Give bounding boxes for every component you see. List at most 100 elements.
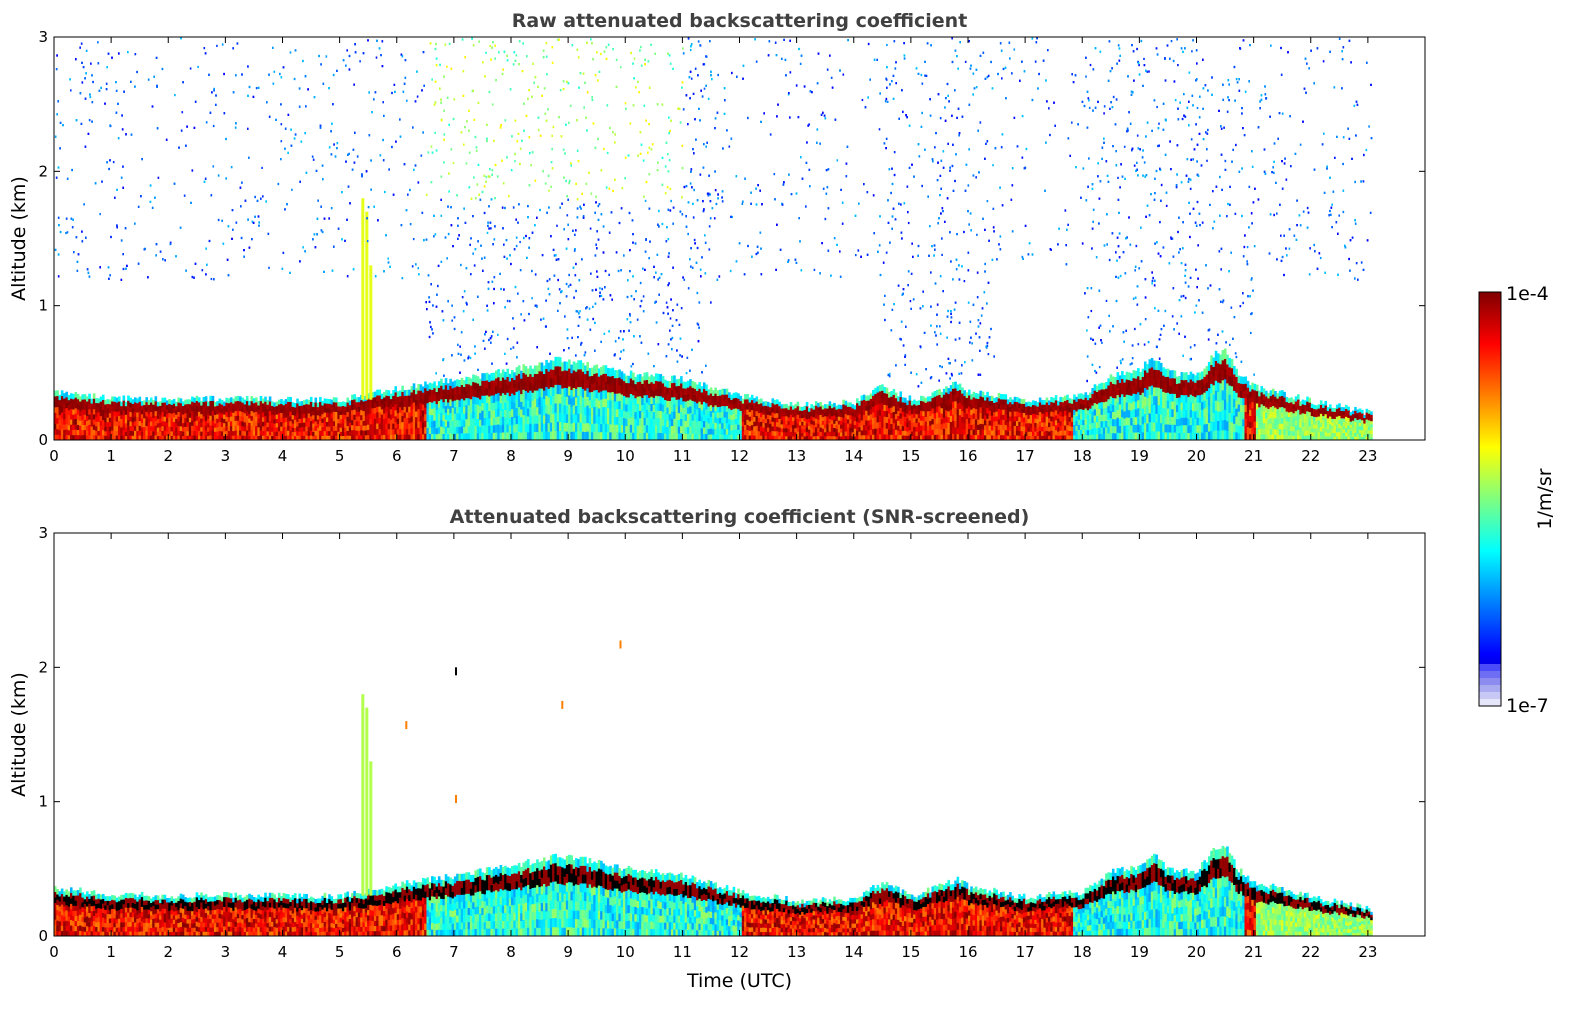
heatmap-cell <box>794 420 797 425</box>
heatmap-cell <box>282 435 286 440</box>
heatmap-cell <box>1105 407 1108 415</box>
heatmap-cell <box>277 404 281 409</box>
heatmap-cell <box>223 422 226 428</box>
heatmap-cell <box>881 402 884 410</box>
heatmap-cell <box>561 370 564 380</box>
heatmap-cell <box>275 414 279 419</box>
heatmap-cell <box>99 430 103 436</box>
heatmap-cell <box>526 432 530 440</box>
heatmap-cell <box>826 424 829 429</box>
heatmap-cell <box>780 436 784 440</box>
heatmap-cell <box>239 420 242 426</box>
heatmap-cell <box>618 424 621 433</box>
heatmap-cell <box>1063 395 1067 401</box>
heatmap-cell <box>684 407 688 415</box>
heatmap-cell <box>392 390 395 396</box>
heatmap-cell <box>1006 430 1010 436</box>
heatmap-cell <box>867 435 871 440</box>
heatmap-cell <box>936 417 939 424</box>
heatmap-cell <box>431 402 434 409</box>
heatmap-cell <box>746 419 749 425</box>
heatmap-cell <box>1235 376 1238 385</box>
heatmap-cell <box>140 427 144 432</box>
heatmap-cell <box>1038 402 1042 408</box>
heatmap-cell <box>1230 394 1234 405</box>
heatmap-cell <box>54 423 57 430</box>
heatmap-cell <box>1061 435 1065 440</box>
heatmap-cell <box>961 422 964 429</box>
heatmap-cell <box>712 417 715 424</box>
heatmap-cell <box>696 390 699 398</box>
heatmap-cell <box>1262 394 1266 401</box>
heatmap-cell <box>737 429 740 436</box>
heatmap-cell <box>184 422 187 427</box>
heatmap-cell <box>152 431 155 436</box>
heatmap-cell <box>686 380 690 388</box>
heatmap-cell <box>1185 432 1188 440</box>
heatmap-cell <box>680 383 683 391</box>
heatmap-cell <box>648 411 651 420</box>
heatmap-cell <box>1155 413 1158 423</box>
heatmap-cell <box>364 415 368 421</box>
heatmap-cell <box>195 400 199 406</box>
heatmap-cell <box>264 435 267 440</box>
heatmap-cell <box>373 434 377 440</box>
heatmap-cell <box>330 408 334 414</box>
heatmap-cell <box>1020 435 1024 440</box>
heatmap-cell <box>277 422 281 427</box>
heatmap-cell <box>394 410 398 417</box>
heatmap-cell <box>517 415 521 424</box>
heatmap-cell <box>1303 417 1307 423</box>
heatmap-cell <box>707 389 711 396</box>
heatmap-cell <box>947 393 951 400</box>
heatmap-cell <box>332 397 336 403</box>
heatmap-cell <box>622 425 626 433</box>
heatmap-cell <box>387 423 391 430</box>
heatmap-cell <box>952 394 955 402</box>
heatmap-cell <box>648 404 651 413</box>
heatmap-cell <box>853 405 857 410</box>
heatmap-cell <box>968 428 971 435</box>
heatmap-cell <box>433 426 436 434</box>
heatmap-cell <box>341 422 345 428</box>
heatmap-cell <box>915 426 919 432</box>
heatmap-cell <box>168 412 171 418</box>
heatmap-cell <box>465 397 468 406</box>
heatmap-cell <box>1095 415 1099 423</box>
heatmap-cell <box>1091 405 1094 412</box>
heatmap-cell <box>79 435 82 440</box>
heatmap-cell <box>1253 433 1257 440</box>
heatmap-cell <box>54 390 57 397</box>
heatmap-cell <box>165 404 169 410</box>
heatmap-cell <box>412 402 416 409</box>
heatmap-cell <box>1148 404 1152 414</box>
heatmap-cell <box>801 410 804 415</box>
heatmap-cell <box>1187 396 1190 405</box>
heatmap-cell <box>165 431 169 436</box>
heatmap-cell <box>140 435 144 440</box>
heatmap-cell <box>1107 433 1110 440</box>
heatmap-cell <box>1157 431 1161 440</box>
heatmap-cell <box>1169 432 1172 440</box>
heatmap-cell <box>732 392 736 399</box>
heatmap-cell <box>1102 427 1106 434</box>
heatmap-cell <box>1093 421 1097 428</box>
heatmap-cell <box>609 416 612 425</box>
heatmap-cell <box>611 407 615 417</box>
heatmap-cell <box>714 428 717 435</box>
heatmap-cell <box>1223 409 1227 420</box>
heatmap-cell <box>415 411 418 418</box>
heatmap-cell <box>1287 407 1291 413</box>
heatmap-cell <box>604 390 608 399</box>
heatmap-cell <box>536 415 539 424</box>
heatmap-cell <box>497 432 500 440</box>
heatmap-cell <box>371 402 375 409</box>
heatmap-cell <box>291 410 295 416</box>
heatmap-cell <box>184 413 187 418</box>
heatmap-cell <box>1002 429 1005 436</box>
heatmap-cell <box>504 432 507 440</box>
heatmap-cell <box>828 427 832 432</box>
heatmap-cell <box>309 425 313 431</box>
heatmap-cell <box>287 420 290 426</box>
heatmap-cell <box>1121 409 1124 418</box>
